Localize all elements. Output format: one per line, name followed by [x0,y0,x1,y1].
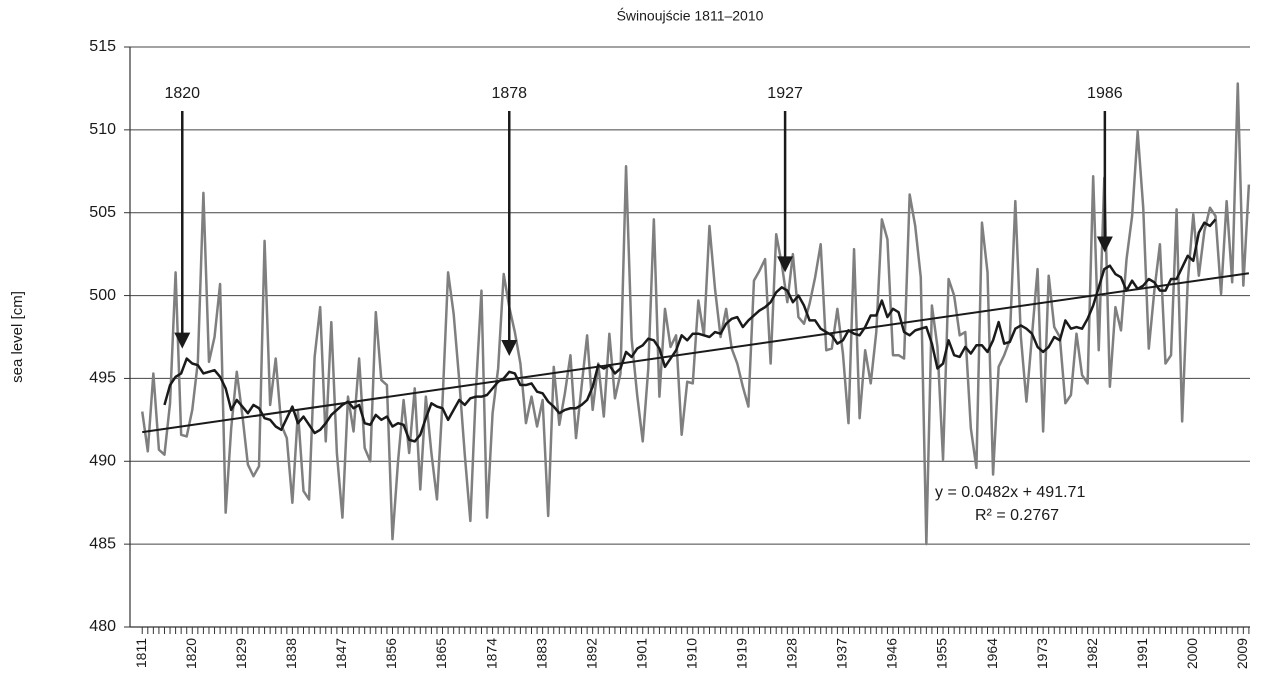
x-tick-label: 2009 [1234,638,1250,669]
y-tick-label: 500 [89,287,116,304]
y-tick-label: 495 [89,370,116,387]
annotation-label: 1927 [767,85,803,102]
x-tick-label: 1919 [734,638,750,669]
x-tick-label: 1838 [283,638,299,669]
trend-line [142,272,1250,434]
data-line [140,82,1251,546]
annotation-arrowhead [174,332,191,349]
x-tick-label: 1910 [683,638,699,669]
annotation-label: 1820 [164,85,200,102]
trend-r-squared: R² = 0.2767 [975,507,1059,524]
x-tick-label: 1883 [533,638,549,669]
x-tick-label: 1811 [133,638,149,668]
x-tick-label: 2000 [1184,638,1200,669]
x-tick-label: 1964 [984,638,1000,669]
annotation-label: 1986 [1087,85,1123,102]
x-tick-label: 1982 [1084,638,1100,669]
annotation-arrowhead [1096,236,1113,253]
y-tick-label: 490 [89,453,116,470]
y-tick-label: 485 [89,535,116,552]
x-tick-label: 1901 [633,638,649,669]
y-tick-label: 510 [89,121,116,138]
chart-title: Świnoujście 1811–2010 [617,7,764,24]
x-tick-label: 1946 [884,638,900,669]
x-tick-label: 1865 [433,638,449,669]
x-tick-label: 1847 [333,638,349,669]
x-tick-label: 1928 [784,638,800,669]
y-tick-label: 480 [89,618,116,635]
x-tick-label: 1856 [383,638,399,669]
x-tick-label: 1991 [1134,638,1150,669]
trend-equation: y = 0.0482x + 491.71 [935,484,1085,501]
x-tick-label: 1937 [834,638,850,669]
x-tick-label: 1829 [233,638,249,669]
x-tick-label: 1874 [483,638,499,669]
x-tick-label: 1973 [1034,638,1050,669]
x-tick-label: 1955 [934,638,950,669]
y-tick-label: 515 [89,38,116,55]
annotation-arrowhead [501,340,518,357]
x-tick-label: 1892 [583,638,599,669]
annotation-arrowhead [777,256,794,273]
x-tick-label: 1820 [183,638,199,669]
annotation-label: 1878 [491,85,527,102]
moving-average-line [163,218,1217,443]
y-tick-label: 505 [89,204,116,221]
y-axis-label: sea level [cm] [9,291,26,383]
